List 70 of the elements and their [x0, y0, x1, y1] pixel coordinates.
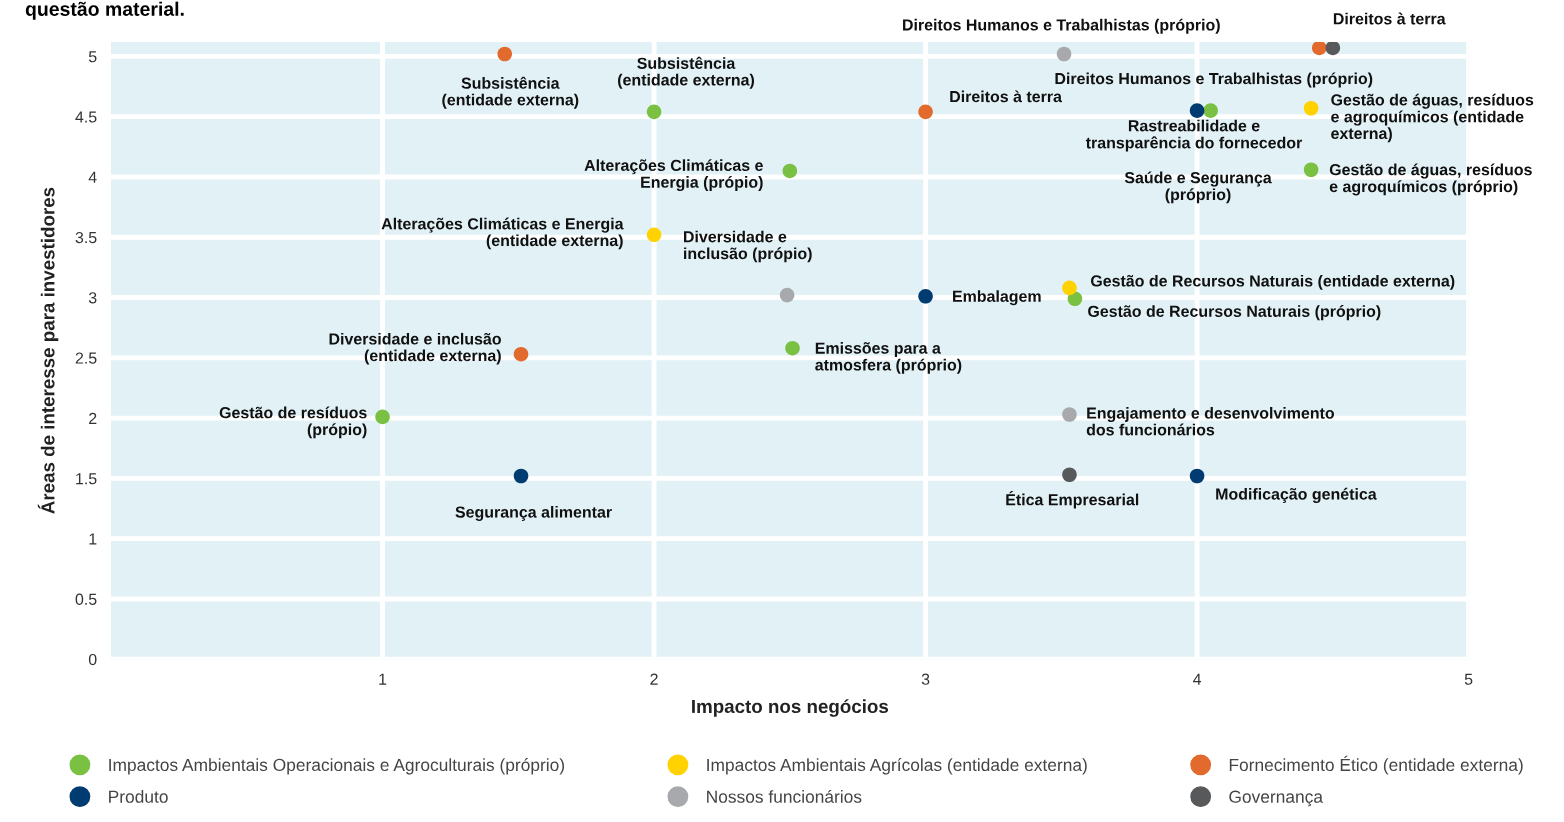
- x-tick-label: 4: [1193, 673, 1202, 685]
- point: [1303, 162, 1319, 178]
- annotation: Gestão de resíduos (própio): [219, 406, 367, 439]
- annotation: Direitos Humanos e Trabalhistas (próprio): [903, 18, 1220, 34]
- x-tick-label: 3: [921, 673, 930, 685]
- annotation: Diversidade e inclusão (entidade externa): [329, 332, 501, 365]
- x-tick-label: 2: [650, 673, 658, 685]
- y-tick-label: 4.5: [75, 111, 97, 123]
- annotation: Gestão de águas, resíduos e agroquímicos (próprio): [1329, 163, 1532, 196]
- y-tick-label: 3.5: [75, 231, 97, 244]
- point: [513, 346, 529, 362]
- annotation: Segurança alimentar: [455, 506, 612, 521]
- annotation: Direitos à terra: [950, 90, 1063, 103]
- y-tick-label: 1.5: [76, 473, 97, 485]
- legend-label: Fornecimento Ético (entidade externa): [1229, 755, 1523, 775]
- annotation: Gestão de Recursos Naturais (entidade externa): [1090, 274, 1455, 290]
- legend-label: Produto: [109, 790, 168, 803]
- y-axis-title: Áreas de interesse para investidores: [37, 187, 59, 514]
- legend-label: Impactos Ambientais Operacionais e Agroculturais (próprio): [109, 758, 564, 775]
- point: [1325, 41, 1341, 56]
- x-tick-label: 5: [1464, 673, 1473, 685]
- y-tick-label: 0: [88, 653, 97, 666]
- point: [918, 289, 933, 304]
- point: [646, 227, 662, 243]
- point: [1189, 468, 1205, 484]
- y-tick-label: 2: [89, 412, 97, 424]
- y-tick-label: 0.5: [75, 593, 97, 605]
- point: [1062, 407, 1077, 422]
- annotation: Direitos à terra: [1333, 12, 1446, 25]
- y-tick-label: 4: [88, 171, 97, 183]
- legend-label: Nossos funcionários: [707, 789, 862, 803]
- point: [785, 340, 800, 356]
- point: [497, 46, 513, 62]
- annotation: Modificação genética: [1216, 487, 1377, 503]
- point: [779, 287, 795, 303]
- annotation: Gestão de Recursos Naturais (próprio): [1088, 305, 1381, 321]
- point: [513, 468, 529, 484]
- point: [646, 104, 662, 120]
- point: [1311, 41, 1327, 56]
- point: [1056, 46, 1072, 62]
- y-tick-label: 5: [88, 51, 97, 63]
- annotation: Alterações Climáticas e Energia (entidade externa): [381, 217, 624, 250]
- point: [375, 409, 390, 425]
- point: [1062, 280, 1077, 296]
- annotation: Subsistência (entidade externa): [442, 76, 579, 109]
- point: [918, 104, 933, 120]
- point: [1203, 103, 1218, 118]
- y-tick-label: 2.5: [75, 352, 97, 364]
- legend-label: Impactos Ambientais Agrícolas (entidade externa): [707, 758, 1087, 775]
- y-tick-label: 1: [89, 533, 97, 545]
- annotation: Engajamento e desenvolvimento dos funcionários: [1086, 407, 1335, 436]
- annotation: Emissões para a atmosfera (próprio): [815, 342, 962, 374]
- annotation: Gestão de águas, resíduos e agroquímicos (entidade externa): [1331, 93, 1534, 143]
- annotation: Ética Empresarial: [1006, 491, 1139, 509]
- annotation: Alterações Climáticas e Energia (própio): [584, 159, 763, 192]
- chart-title: questão material.: [25, 1, 184, 20]
- annotation: Rastreabilidade e transparência do fornecedor: [1085, 119, 1303, 152]
- point: [1062, 467, 1077, 483]
- x-tick-label: 1: [379, 673, 387, 685]
- x-axis-title: Impacto nos negócios: [692, 699, 889, 717]
- annotation: Subsistência (entidade externa): [618, 56, 755, 89]
- annotation: Diversidade e inclusão (própio): [684, 230, 812, 263]
- y-tick-label: 3: [88, 292, 97, 304]
- annotation: Saúde e Segurança (próprio): [1124, 171, 1272, 204]
- point: [1189, 103, 1205, 118]
- point: [1303, 100, 1319, 116]
- legend-label: Governança: [1229, 790, 1324, 807]
- annotation: Embalagem: [953, 290, 1041, 306]
- annotation: Direitos Humanos e Trabalhistas (próprio): [1055, 72, 1373, 88]
- point: [782, 163, 798, 179]
